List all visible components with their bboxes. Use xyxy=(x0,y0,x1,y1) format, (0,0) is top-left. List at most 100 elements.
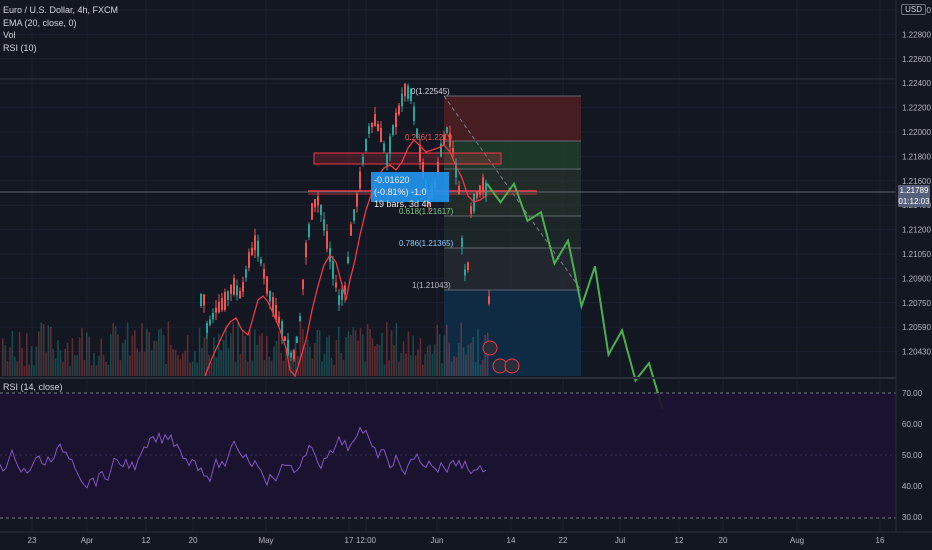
projection-path[interactable] xyxy=(486,181,664,410)
volume-bar xyxy=(206,325,208,376)
candle xyxy=(392,125,394,135)
rsi-line xyxy=(0,426,487,489)
candle xyxy=(374,114,376,126)
rsi-pane-label[interactable]: RSI (14, close) xyxy=(3,382,63,392)
volume-bar xyxy=(230,333,232,376)
candle xyxy=(350,224,352,236)
candle xyxy=(347,256,349,264)
volume-bar xyxy=(446,324,448,376)
volume-bar xyxy=(326,337,328,376)
volume-bar xyxy=(150,350,153,376)
candle xyxy=(308,224,310,238)
volume-bar xyxy=(158,329,160,376)
candle xyxy=(410,89,412,101)
volume-bar xyxy=(479,364,482,376)
volume-bar xyxy=(383,364,386,376)
volume-bar xyxy=(6,361,9,376)
volume-bar xyxy=(244,336,246,376)
volume-bar xyxy=(242,330,244,376)
volume-bar xyxy=(402,341,405,376)
event-markers[interactable] xyxy=(482,340,520,374)
candle xyxy=(383,143,385,152)
candle xyxy=(212,312,214,320)
time-axis-label: 12 xyxy=(142,536,151,545)
price-axis-label: 1.20750 xyxy=(902,299,931,308)
volume-bar xyxy=(66,342,69,376)
symbol-title[interactable]: Euro / U.S. Dollar, 4h, FXCM xyxy=(3,5,119,15)
measure-tooltip[interactable]: -0.01620 (-0.81%) -1.0 19 bars, 3d 4h xyxy=(371,172,449,209)
volume-bar xyxy=(210,363,213,376)
volume-bar xyxy=(114,326,117,376)
volume-bar xyxy=(59,350,62,376)
volume-bar xyxy=(141,323,143,376)
volume-bar xyxy=(258,335,261,376)
price-axis-label: 1.21050 xyxy=(902,250,931,259)
volume-bar xyxy=(388,360,390,376)
volume-bar xyxy=(282,360,285,376)
rsi-pane xyxy=(0,392,896,519)
candle xyxy=(260,259,262,264)
rsi-axis[interactable]: 70.00 60.00 50.00 40.00 30.00 xyxy=(902,389,923,522)
candle xyxy=(398,105,400,115)
candle xyxy=(251,247,253,256)
fib-label-0236: 0.236(1.2219 xyxy=(405,133,453,142)
volume-bar xyxy=(11,330,14,376)
volume-bar xyxy=(21,348,23,376)
volume-bar xyxy=(460,322,462,376)
volume-bar xyxy=(378,344,381,376)
price-axis-label: 1.20900 xyxy=(902,274,931,283)
candle xyxy=(215,307,217,313)
volume-bar xyxy=(434,344,436,376)
volume-bar xyxy=(359,328,362,376)
candle xyxy=(326,231,328,249)
candle xyxy=(395,112,397,128)
candle xyxy=(362,156,364,164)
volume-bar xyxy=(170,344,172,376)
volume-bar xyxy=(323,353,326,376)
volume-bar xyxy=(340,352,342,376)
volume-bar xyxy=(390,330,393,376)
volume-bar xyxy=(395,323,398,376)
time-axis-label: 22 xyxy=(559,536,568,545)
volume-bar xyxy=(467,344,470,376)
time-axis[interactable]: 23 Apr 12 20 May 17 12:00 Jun 14 22 Jul 12 20 Aug 16 xyxy=(28,536,885,545)
time-axis-label: Jun xyxy=(431,536,444,545)
price-axis-label: 1.21600 xyxy=(902,177,931,186)
candle xyxy=(476,191,478,199)
volume-bar xyxy=(472,337,474,376)
candle xyxy=(296,337,298,343)
rsi-legend[interactable]: RSI (10) xyxy=(3,42,37,53)
candle xyxy=(302,279,304,290)
candle xyxy=(230,284,232,294)
candle xyxy=(365,139,367,151)
vol-legend[interactable]: Vol xyxy=(3,30,16,40)
volume-bar xyxy=(285,348,287,376)
volume-bar xyxy=(69,365,71,376)
price-axis[interactable]: 1.230001.228001.226001.224001.222001.220… xyxy=(902,6,931,357)
currency-button[interactable]: USD xyxy=(901,4,926,15)
volume-bar xyxy=(198,328,201,376)
volume-bar xyxy=(448,342,450,376)
volume-bar xyxy=(280,352,282,376)
volume-bar xyxy=(256,344,258,376)
rsi-axis-label: 30.00 xyxy=(902,513,923,522)
time-axis-label: 23 xyxy=(28,536,37,545)
volume-bar xyxy=(275,341,278,376)
time-axis-label: 16 xyxy=(876,536,885,545)
ema-legend[interactable]: EMA (20, close, 0) xyxy=(3,17,77,28)
volume-bar xyxy=(26,333,28,376)
volume-bar xyxy=(57,340,59,376)
candle xyxy=(449,133,451,147)
candle xyxy=(482,177,484,193)
volume-bar xyxy=(477,328,479,376)
candle xyxy=(341,289,343,301)
volume-bar xyxy=(136,348,138,376)
candle xyxy=(440,143,442,157)
volume-bar xyxy=(438,334,441,376)
volume-bar xyxy=(309,346,311,376)
time-axis-label: 17 xyxy=(345,536,354,545)
fib-retracement[interactable] xyxy=(443,95,582,376)
candle xyxy=(437,161,439,174)
volume-bar xyxy=(330,357,333,376)
